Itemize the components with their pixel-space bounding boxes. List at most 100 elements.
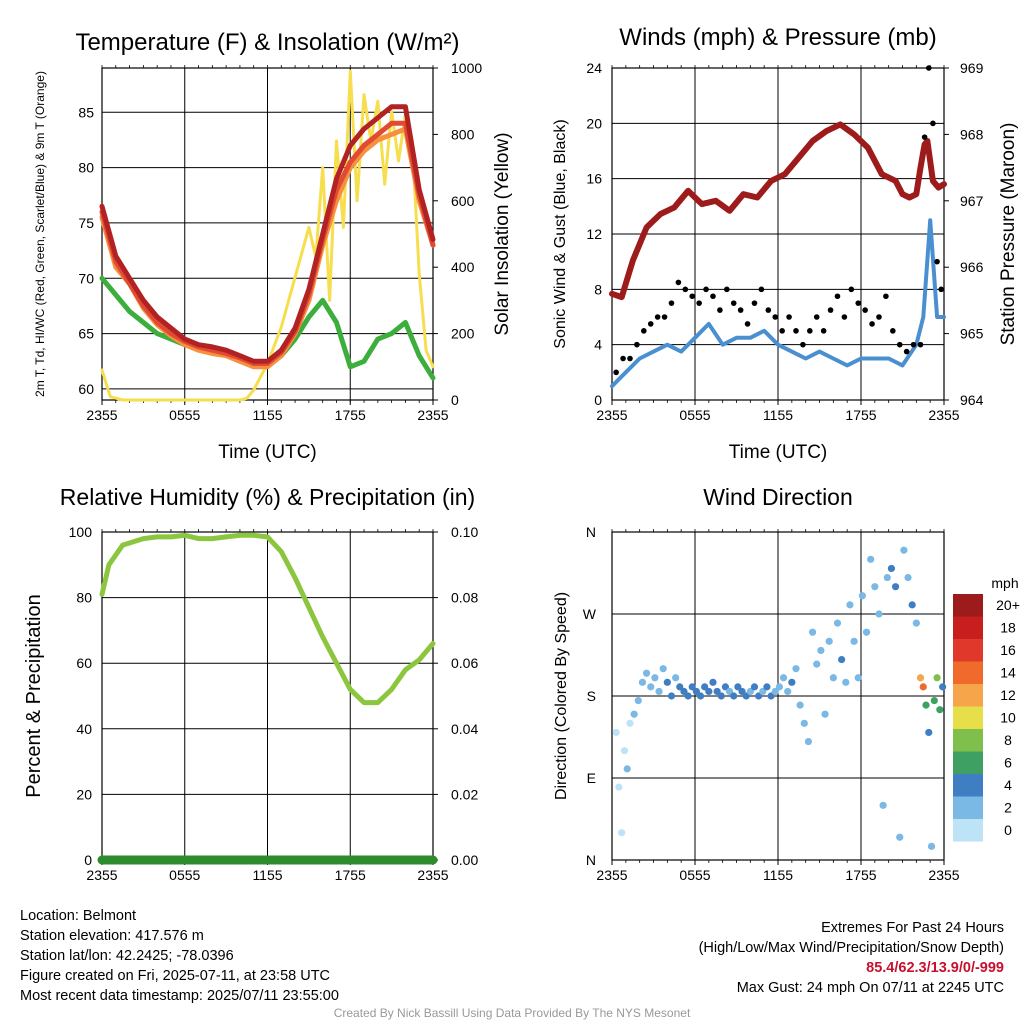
direction-point (755, 692, 763, 700)
direction-point (908, 601, 916, 609)
gust-point (834, 293, 841, 300)
colorbar-swatch (953, 729, 983, 752)
direction-point (638, 678, 647, 686)
direction-point (842, 678, 850, 686)
colorbar-label: 8 (1004, 732, 1012, 748)
colorbar-label: 18 (1000, 620, 1016, 636)
gust-point (903, 348, 910, 355)
direction-point (871, 583, 879, 591)
direction-point (655, 687, 663, 696)
y2-tick-label: 200 (451, 326, 475, 342)
y-tick-label: 60 (78, 381, 94, 397)
direction-point (618, 829, 626, 837)
gust-point (925, 65, 932, 71)
gust-point (793, 328, 799, 334)
y2-tick-label: 0.04 (451, 721, 478, 737)
direction-point (838, 655, 846, 664)
colorbar-label: 2 (1004, 800, 1012, 816)
gust-point (883, 293, 889, 300)
gust-point (724, 286, 730, 293)
y2-tick-label: 0 (451, 392, 459, 408)
direction-point (813, 660, 821, 668)
direction-point (725, 687, 734, 696)
direction-point (867, 555, 875, 563)
x-tick-label: 2355 (86, 867, 117, 883)
gust-point (689, 293, 696, 300)
colorbar-label: 12 (1000, 687, 1016, 703)
y2-tick-label: 967 (960, 193, 984, 209)
y-tick-label: 24 (586, 60, 602, 76)
gust-point (890, 328, 896, 334)
direction-point (767, 692, 775, 700)
x-tick-label: 1755 (335, 867, 366, 883)
colorbar-swatch (953, 706, 983, 729)
direction-point (804, 737, 813, 746)
y2-tick-label: 0.10 (451, 524, 478, 540)
direction-point (667, 692, 676, 700)
x-tick-label: 2355 (86, 407, 117, 423)
colorbar-swatch (953, 774, 983, 797)
direction-point (759, 687, 767, 696)
x-tick-label: 1755 (845, 867, 876, 883)
direction-point (925, 728, 933, 737)
colorbar-label: 6 (1004, 755, 1012, 771)
y-axis-label: Direction (Colored By Speed) (553, 592, 570, 800)
direction-point (939, 683, 947, 691)
series-line-sonic-wind (610, 218, 946, 389)
colorbar-swatch (953, 796, 983, 819)
direction-point (900, 546, 908, 554)
direction-point (771, 687, 779, 696)
direction-point (858, 592, 866, 600)
direction-point (788, 678, 796, 686)
gust-point (654, 314, 661, 320)
y-tick-label: 85 (78, 104, 94, 120)
x-axis-label: Time (UTC) (218, 442, 317, 463)
series-line-station-pressure (609, 121, 947, 301)
y2-tick-label: 965 (960, 326, 984, 342)
direction-point (775, 683, 783, 691)
direction-point (779, 674, 788, 682)
gust-point (938, 286, 945, 293)
colorbar-label: 4 (1004, 777, 1012, 793)
y-tick-label: 80 (76, 590, 92, 606)
y-tick-label: 20 (76, 786, 92, 802)
colorbar-label: 14 (1000, 665, 1016, 681)
gust-point (675, 279, 682, 286)
direction-point (672, 674, 680, 682)
x-tick-label: 2355 (596, 407, 627, 423)
chart-title: Wind Direction (703, 484, 853, 510)
gust-point (710, 293, 716, 300)
direction-point (792, 665, 800, 673)
direction-point (930, 696, 938, 705)
y2-tick-label: 400 (451, 259, 475, 275)
chart-title: Winds (mph) & Pressure (mb) (619, 24, 936, 51)
direction-point (620, 747, 629, 755)
gust-point (717, 307, 723, 313)
direction-point (800, 719, 808, 727)
direction-point (846, 601, 854, 609)
gust-point (765, 307, 772, 313)
elevation-text: Station elevation: 417.576 m (20, 928, 204, 944)
extremes-subheading: (High/Low/Max Wind/Precipitation/Snow De… (698, 940, 1004, 956)
gust-point (668, 300, 675, 306)
series-line-relative-humidity (99, 532, 436, 706)
direction-point (663, 678, 671, 686)
x-tick-label: 0555 (169, 867, 200, 883)
x-tick-label: 2355 (417, 867, 448, 883)
x-tick-label: 0555 (679, 867, 710, 883)
direction-point (721, 683, 730, 691)
y2-tick-label: 966 (960, 259, 984, 275)
y-tick-label: 20 (586, 115, 602, 131)
colorbar-label: 10 (1000, 710, 1016, 726)
direction-point (647, 683, 655, 691)
gust-point (613, 369, 619, 376)
y2-tick-label: 0.00 (451, 852, 478, 868)
gust-point (786, 314, 792, 320)
direction-point (688, 683, 696, 691)
direction-point (730, 692, 738, 700)
gust-point (862, 307, 868, 313)
y-axis-label: 2m T, Td, HI/WC (Red, Green, Scarlet/Blu… (33, 71, 47, 397)
max-gust-text: Max Gust: 24 mph On 07/11 at 2245 UTC (736, 980, 1004, 996)
colorbar-label: 16 (1000, 642, 1016, 658)
station-info: Location: Belmont Station elevation: 417… (20, 906, 339, 1006)
